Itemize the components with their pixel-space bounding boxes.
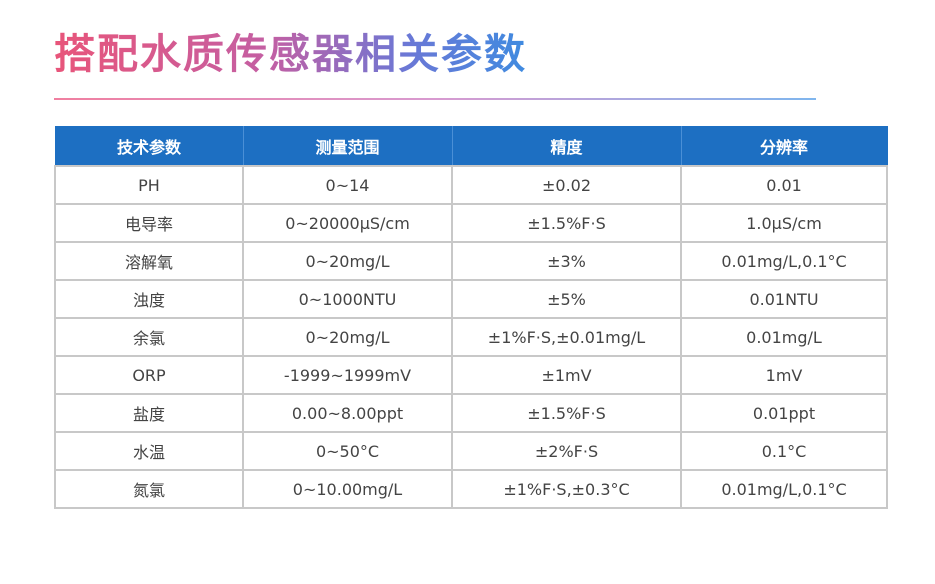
header-resolution: 分辨率 [680, 126, 888, 167]
cell-range: 0~14 [242, 165, 453, 205]
table-row: PH 0~14 ±0.02 0.01 [54, 165, 888, 205]
cell-accuracy: ±1.5%F·S [451, 393, 682, 433]
cell-parameter: ORP [54, 355, 244, 395]
table-row: 水温 0~50°C ±2%F·S 0.1°C [54, 431, 888, 471]
cell-range: 0~20mg/L [242, 241, 453, 281]
cell-resolution: 0.01mg/L,0.1°C [680, 469, 888, 509]
cell-resolution: 0.01ppt [680, 393, 888, 433]
table-body: PH 0~14 ±0.02 0.01 电导率 0~20000μS/cm ±1.5… [54, 165, 888, 509]
parameters-table: 技术参数 测量范围 精度 分辨率 PH 0~14 ±0.02 0.01 电导率 … [54, 126, 888, 509]
cell-parameter: 水温 [54, 431, 244, 471]
table-row: ORP -1999~1999mV ±1mV 1mV [54, 355, 888, 395]
cell-parameter: 电导率 [54, 203, 244, 243]
cell-range: 0~50°C [242, 431, 453, 471]
cell-accuracy: ±2%F·S [451, 431, 682, 471]
cell-accuracy: ±1mV [451, 355, 682, 395]
table-row: 盐度 0.00~8.00ppt ±1.5%F·S 0.01ppt [54, 393, 888, 433]
table-row: 余氯 0~20mg/L ±1%F·S,±0.01mg/L 0.01mg/L [54, 317, 888, 357]
cell-range: 0~10.00mg/L [242, 469, 453, 509]
cell-parameter: 盐度 [54, 393, 244, 433]
header-parameter: 技术参数 [54, 126, 244, 167]
cell-resolution: 0.01NTU [680, 279, 888, 319]
cell-range: 0~20000μS/cm [242, 203, 453, 243]
cell-range: 0~20mg/L [242, 317, 453, 357]
cell-parameter: 余氯 [54, 317, 244, 357]
cell-parameter: PH [54, 165, 244, 205]
cell-accuracy: ±1%F·S,±0.3°C [451, 469, 682, 509]
table-row: 浊度 0~1000NTU ±5% 0.01NTU [54, 279, 888, 319]
header-range: 测量范围 [242, 126, 453, 167]
cell-range: 0.00~8.00ppt [242, 393, 453, 433]
cell-parameter: 氮氯 [54, 469, 244, 509]
cell-resolution: 1.0μS/cm [680, 203, 888, 243]
header-row: 技术参数 测量范围 精度 分辨率 [54, 126, 888, 167]
cell-range: 0~1000NTU [242, 279, 453, 319]
cell-parameter: 溶解氧 [54, 241, 244, 281]
cell-resolution: 0.01 [680, 165, 888, 205]
title-divider [54, 98, 816, 100]
cell-resolution: 0.01mg/L [680, 317, 888, 357]
cell-range: -1999~1999mV [242, 355, 453, 395]
cell-parameter: 浊度 [54, 279, 244, 319]
table-row: 氮氯 0~10.00mg/L ±1%F·S,±0.3°C 0.01mg/L,0.… [54, 469, 888, 509]
cell-resolution: 1mV [680, 355, 888, 395]
table-row: 电导率 0~20000μS/cm ±1.5%F·S 1.0μS/cm [54, 203, 888, 243]
cell-accuracy: ±3% [451, 241, 682, 281]
table-header: 技术参数 测量范围 精度 分辨率 [54, 126, 888, 167]
page-title: 搭配水质传感器相关参数 [54, 26, 527, 82]
cell-accuracy: ±5% [451, 279, 682, 319]
table-row: 溶解氧 0~20mg/L ±3% 0.01mg/L,0.1°C [54, 241, 888, 281]
cell-resolution: 0.01mg/L,0.1°C [680, 241, 888, 281]
cell-resolution: 0.1°C [680, 431, 888, 471]
cell-accuracy: ±0.02 [451, 165, 682, 205]
cell-accuracy: ±1.5%F·S [451, 203, 682, 243]
cell-accuracy: ±1%F·S,±0.01mg/L [451, 317, 682, 357]
parameters-table-container: 技术参数 测量范围 精度 分辨率 PH 0~14 ±0.02 0.01 电导率 … [54, 126, 888, 509]
header-accuracy: 精度 [451, 126, 682, 167]
